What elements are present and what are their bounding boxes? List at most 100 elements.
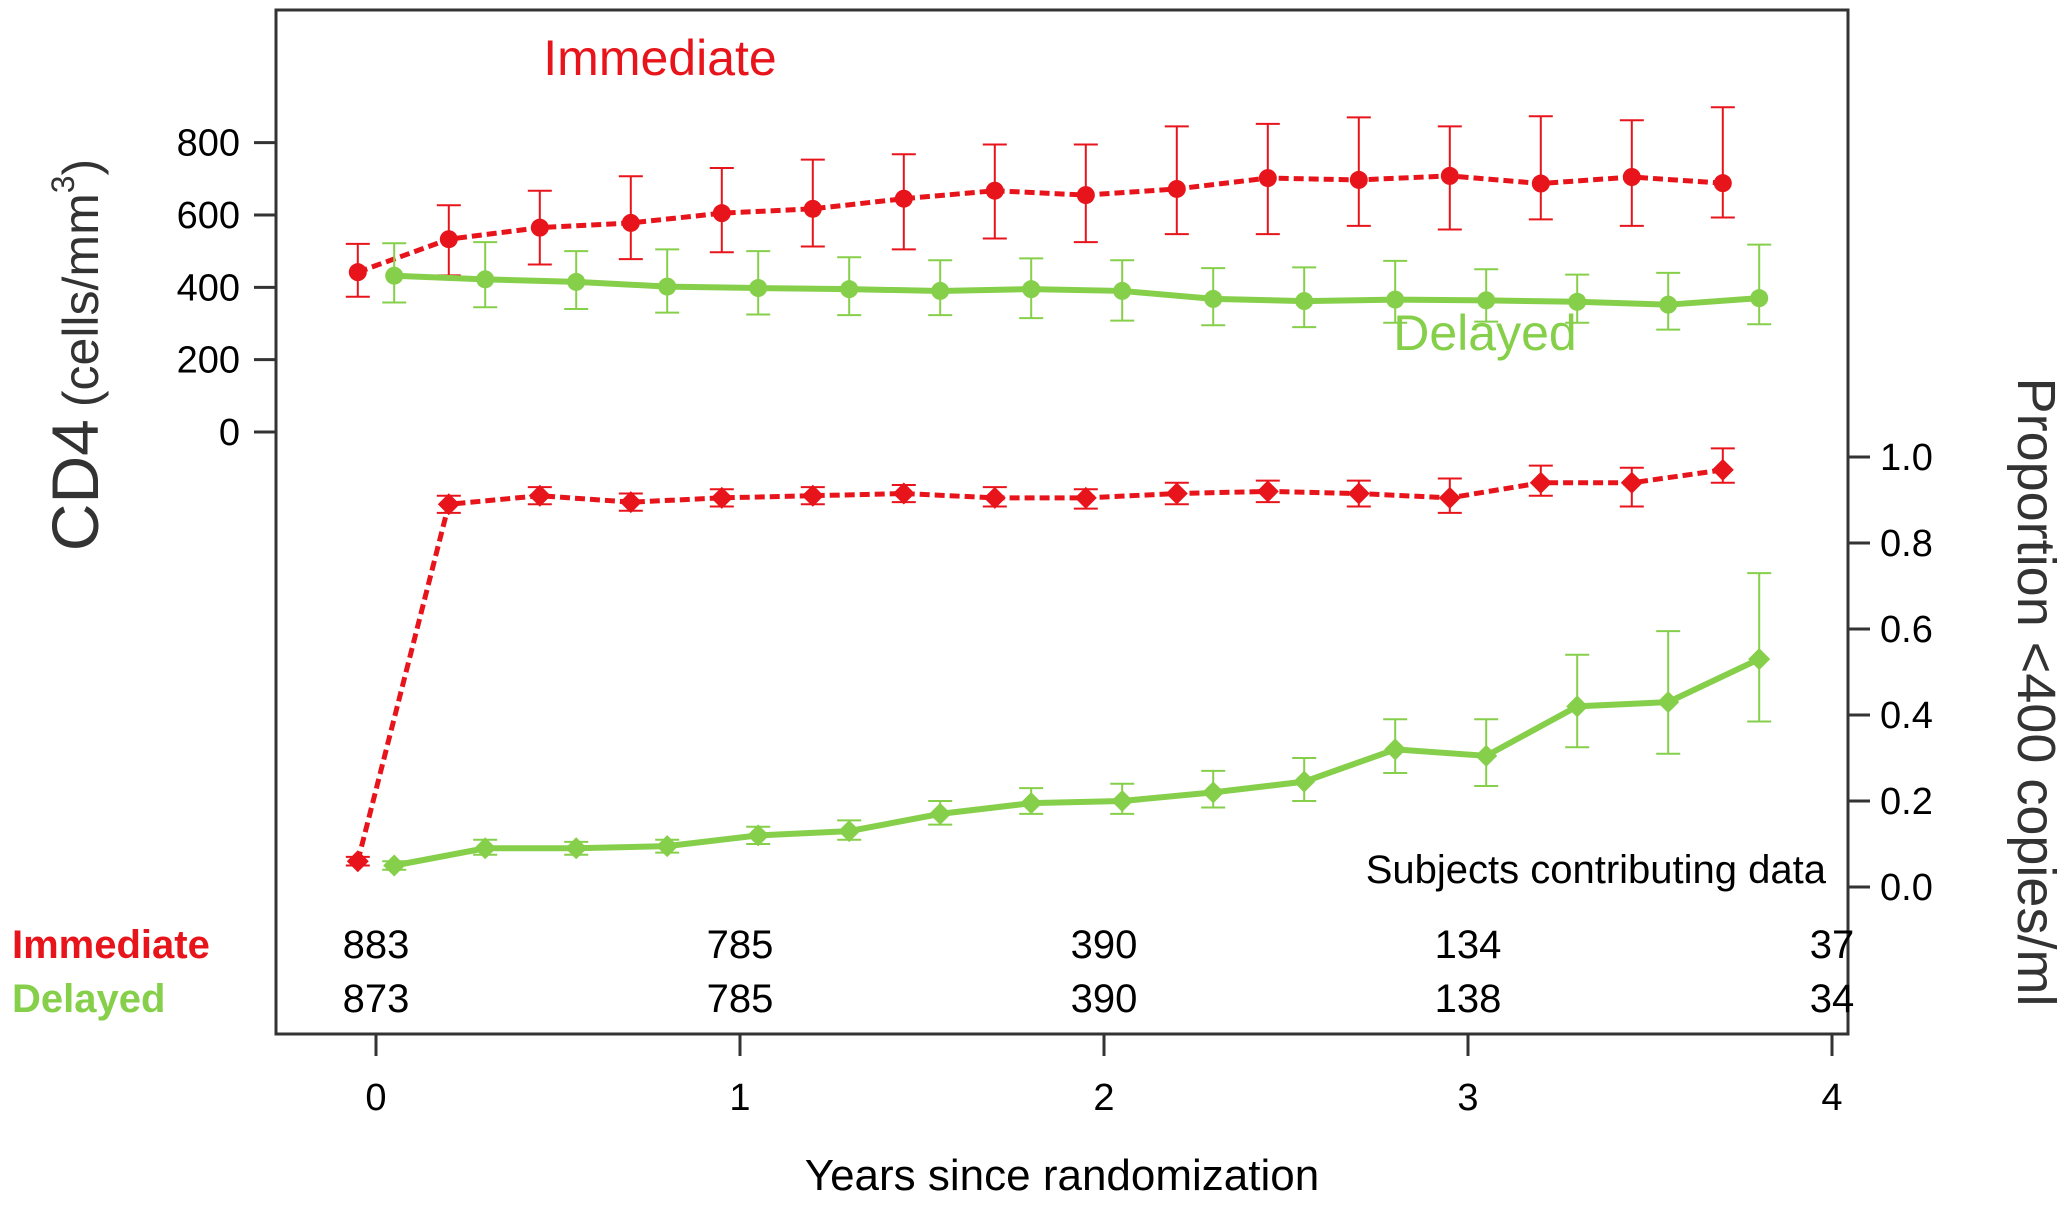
y-axis-title-units-end: ) [53, 159, 109, 176]
immediate-proportion-point [1256, 480, 1279, 503]
immediate-proportion-series [345, 447, 1735, 873]
delayed-cd4-point [1568, 292, 1587, 311]
delayed-cd4-point [1477, 291, 1496, 310]
delayed-cd4-point [840, 280, 859, 299]
subjects-count: 34 [1810, 977, 1855, 1021]
delayed-cd4-point [1750, 289, 1769, 308]
delayed-cd4-point [1022, 280, 1041, 299]
delayed-series-label: Delayed [1393, 305, 1576, 361]
delayed-proportion-point [565, 837, 588, 860]
subjects-count: 37 [1810, 923, 1855, 967]
delayed-cd4-point [1113, 281, 1132, 300]
delayed-proportion-point [1202, 781, 1225, 804]
delayed-proportion-point [747, 824, 770, 847]
delayed-cd4-point [476, 270, 495, 289]
delayed-proportion-line [393, 656, 1761, 869]
subjects-caption: Subjects contributing data [1366, 848, 1827, 892]
immediate-proportion-line [355, 467, 1724, 862]
delayed-cd4-line [394, 272, 1760, 308]
x-tick-label: 0 [365, 1077, 386, 1119]
immediate-cd4-point [803, 199, 822, 218]
immediate-proportion-point [801, 484, 824, 507]
delayed-proportion-point [1293, 770, 1316, 793]
delayed-cd4-point [567, 272, 586, 291]
subjects-count: 390 [1071, 977, 1138, 1021]
y-tick-label-proportion: 0.0 [1880, 867, 1933, 909]
immediate-cd4-point [1622, 168, 1641, 187]
x-tick-label: 1 [729, 1077, 750, 1119]
immediate-cd4-line [356, 173, 1723, 275]
y-tick-label-proportion: 1.0 [1880, 437, 1933, 479]
immediate-cd4-point [621, 213, 640, 232]
y-tick-label-cd4: 200 [177, 340, 240, 382]
delayed-proportion-point [1020, 792, 1043, 815]
subjects-table: Immediate 883 785 390 134 37 Delayed 873 785 390 1… [12, 923, 1854, 1021]
y-tick-label-proportion: 0.4 [1880, 695, 1933, 737]
immediate-series-label: Immediate [543, 30, 776, 86]
y-axis-title-proportion: Proportion <400 copies/ml [2006, 378, 2066, 1007]
delayed-proportion-point [1657, 691, 1680, 714]
immediate-proportion-point [1620, 471, 1643, 494]
series-layer [345, 106, 1772, 877]
subjects-row-label: Immediate [12, 923, 210, 967]
y-axis-title-sup: 3 [45, 175, 81, 193]
x-axis: 0 1 2 3 4 [365, 1034, 1843, 1119]
immediate-proportion-point [710, 486, 733, 509]
delayed-proportion-point [838, 820, 861, 843]
delayed-cd4-point [1659, 295, 1678, 314]
subjects-count: 883 [343, 923, 410, 967]
immediate-proportion-point [983, 486, 1006, 509]
x-tick-label: 4 [1821, 1077, 1842, 1119]
immediate-proportion-point [528, 484, 551, 507]
y-axis-title-units: (cells/mm [53, 193, 109, 407]
immediate-proportion-point [346, 850, 369, 873]
immediate-cd4-point [985, 181, 1004, 200]
y-tick-label-proportion: 0.8 [1880, 523, 1933, 565]
delayed-proportion-series [382, 572, 1772, 877]
y-axis-cd4: 0 200 400 600 800 [177, 123, 276, 454]
y-tick-label-cd4: 400 [177, 267, 240, 309]
y-axis-title-cd4: CD4 (cells/mm3) [38, 159, 112, 551]
delayed-cd4-point [1386, 290, 1405, 309]
plot-frame [274, 8, 1850, 1036]
immediate-cd4-point [1349, 170, 1368, 189]
immediate-cd4-point [348, 263, 367, 282]
y-tick-label-proportion: 0.6 [1880, 609, 1933, 651]
delayed-proportion-point [383, 854, 406, 877]
delayed-proportion-point [1748, 648, 1771, 671]
immediate-proportion-point [619, 491, 642, 514]
delayed-proportion-point [929, 802, 952, 825]
immediate-cd4-point [712, 204, 731, 223]
subjects-count: 138 [1435, 977, 1502, 1021]
immediate-proportion-point [1529, 471, 1552, 494]
immediate-proportion-point [1074, 486, 1097, 509]
x-axis-title: Years since randomization [805, 1151, 1319, 1200]
y-tick-label-cd4: 800 [177, 123, 240, 165]
subjects-count: 785 [707, 977, 774, 1021]
subjects-count: 390 [1071, 923, 1138, 967]
delayed-proportion-point [1475, 744, 1498, 767]
immediate-proportion-point [1347, 482, 1370, 505]
immediate-cd4-point [530, 218, 549, 237]
immediate-cd4-point [1713, 174, 1732, 193]
immediate-cd4-point [1531, 174, 1550, 193]
immediate-cd4-point [894, 189, 913, 208]
delayed-proportion-point [1111, 790, 1134, 812]
immediate-cd4-point [439, 230, 458, 249]
x-tick-label: 2 [1093, 1077, 1114, 1119]
y-tick-label-cd4: 600 [177, 195, 240, 237]
immediate-proportion-point [1165, 482, 1188, 505]
delayed-cd4-point [1204, 289, 1223, 308]
delayed-cd4-point [658, 277, 677, 296]
y-axis-proportion: 0.0 0.2 0.4 0.6 0.8 1.0 [1848, 437, 1933, 909]
delayed-proportion-point [1566, 695, 1589, 718]
y-tick-label-cd4: 0 [219, 412, 240, 454]
immediate-proportion-point [892, 482, 915, 505]
y-axis-title-main: CD4 [38, 419, 112, 551]
x-tick-label: 3 [1457, 1077, 1478, 1119]
delayed-proportion-point [1384, 738, 1407, 761]
immediate-cd4-point [1258, 169, 1277, 188]
immediate-cd4-point [1167, 179, 1186, 198]
delayed-cd4-point [385, 266, 404, 285]
